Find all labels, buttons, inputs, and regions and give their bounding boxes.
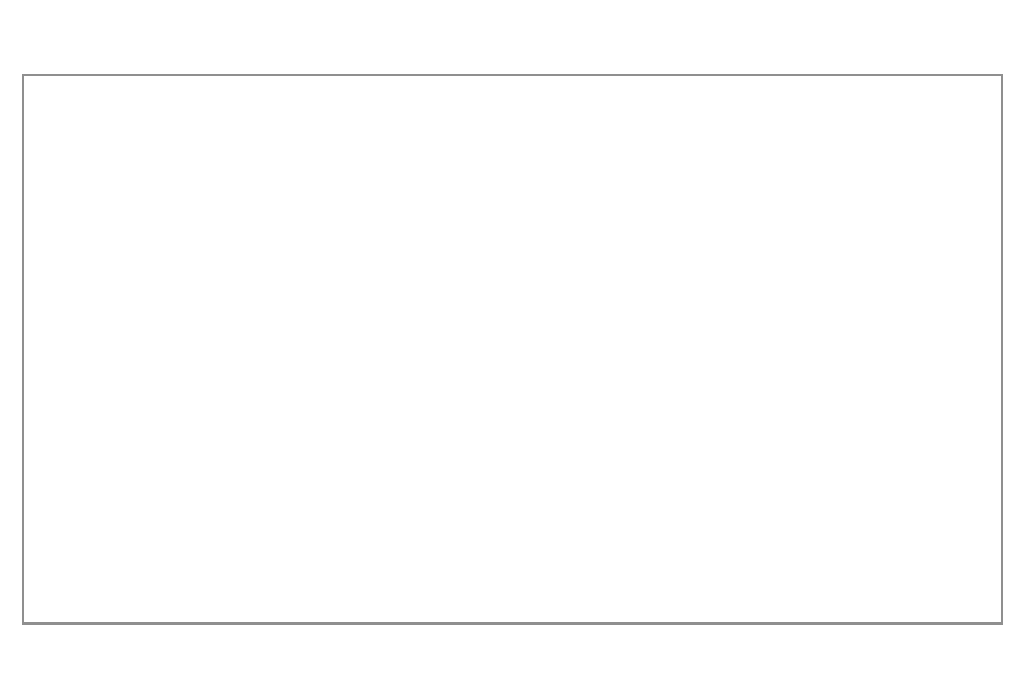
chart-frame	[22, 74, 1003, 625]
